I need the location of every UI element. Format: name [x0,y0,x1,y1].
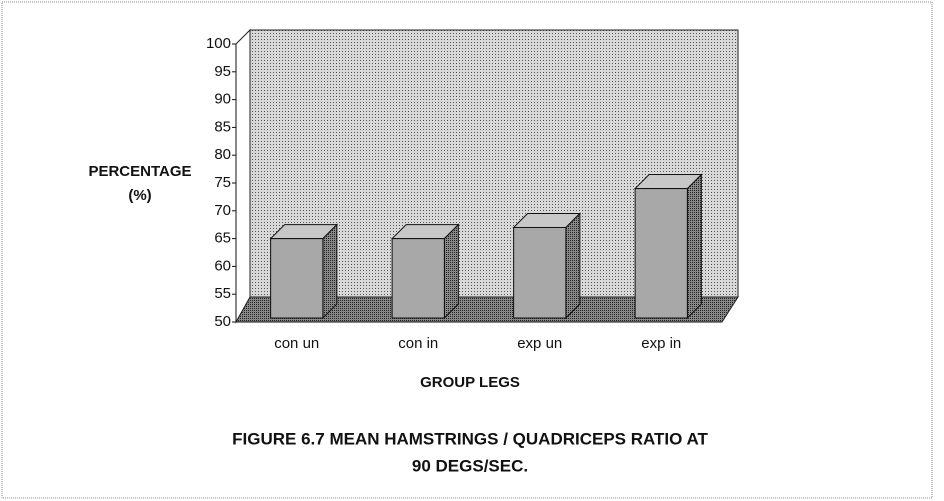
y-tick-label: 80 [214,146,231,163]
x-tick-label: con un [274,335,319,352]
y-tick-label: 65 [214,230,231,247]
x-tick-label: exp in [641,335,681,352]
y-tick-label: 70 [214,202,231,219]
y-tick-label: 50 [214,313,231,330]
y-tick-label: 100 [206,35,231,52]
y-axis-label: (%) [128,187,151,204]
chart-title: FIGURE 6.7 MEAN HAMSTRINGS / QUADRICEPS … [232,429,708,448]
y-tick-label: 75 [214,174,231,191]
x-axis-label: GROUP LEGS [420,374,520,391]
y-axis-label: PERCENTAGE [88,163,191,180]
bar [270,238,324,319]
bar [634,188,688,319]
bar-side [565,212,581,320]
x-tick-label: exp un [517,335,562,352]
x-tick-label: con in [398,335,438,352]
bar-side [686,173,702,320]
chart-title: 90 DEGS/SEC. [412,456,528,475]
y-tick-label: 95 [214,63,231,80]
bar [513,226,567,319]
y-tick-label: 60 [214,257,231,274]
y-tick-label: 90 [214,91,231,108]
bar-side [443,223,459,320]
bar [391,238,445,319]
y-tick-label: 55 [214,285,231,302]
y-tick-label: 85 [214,118,231,135]
bar-side [322,223,338,320]
side-wall [235,28,251,324]
